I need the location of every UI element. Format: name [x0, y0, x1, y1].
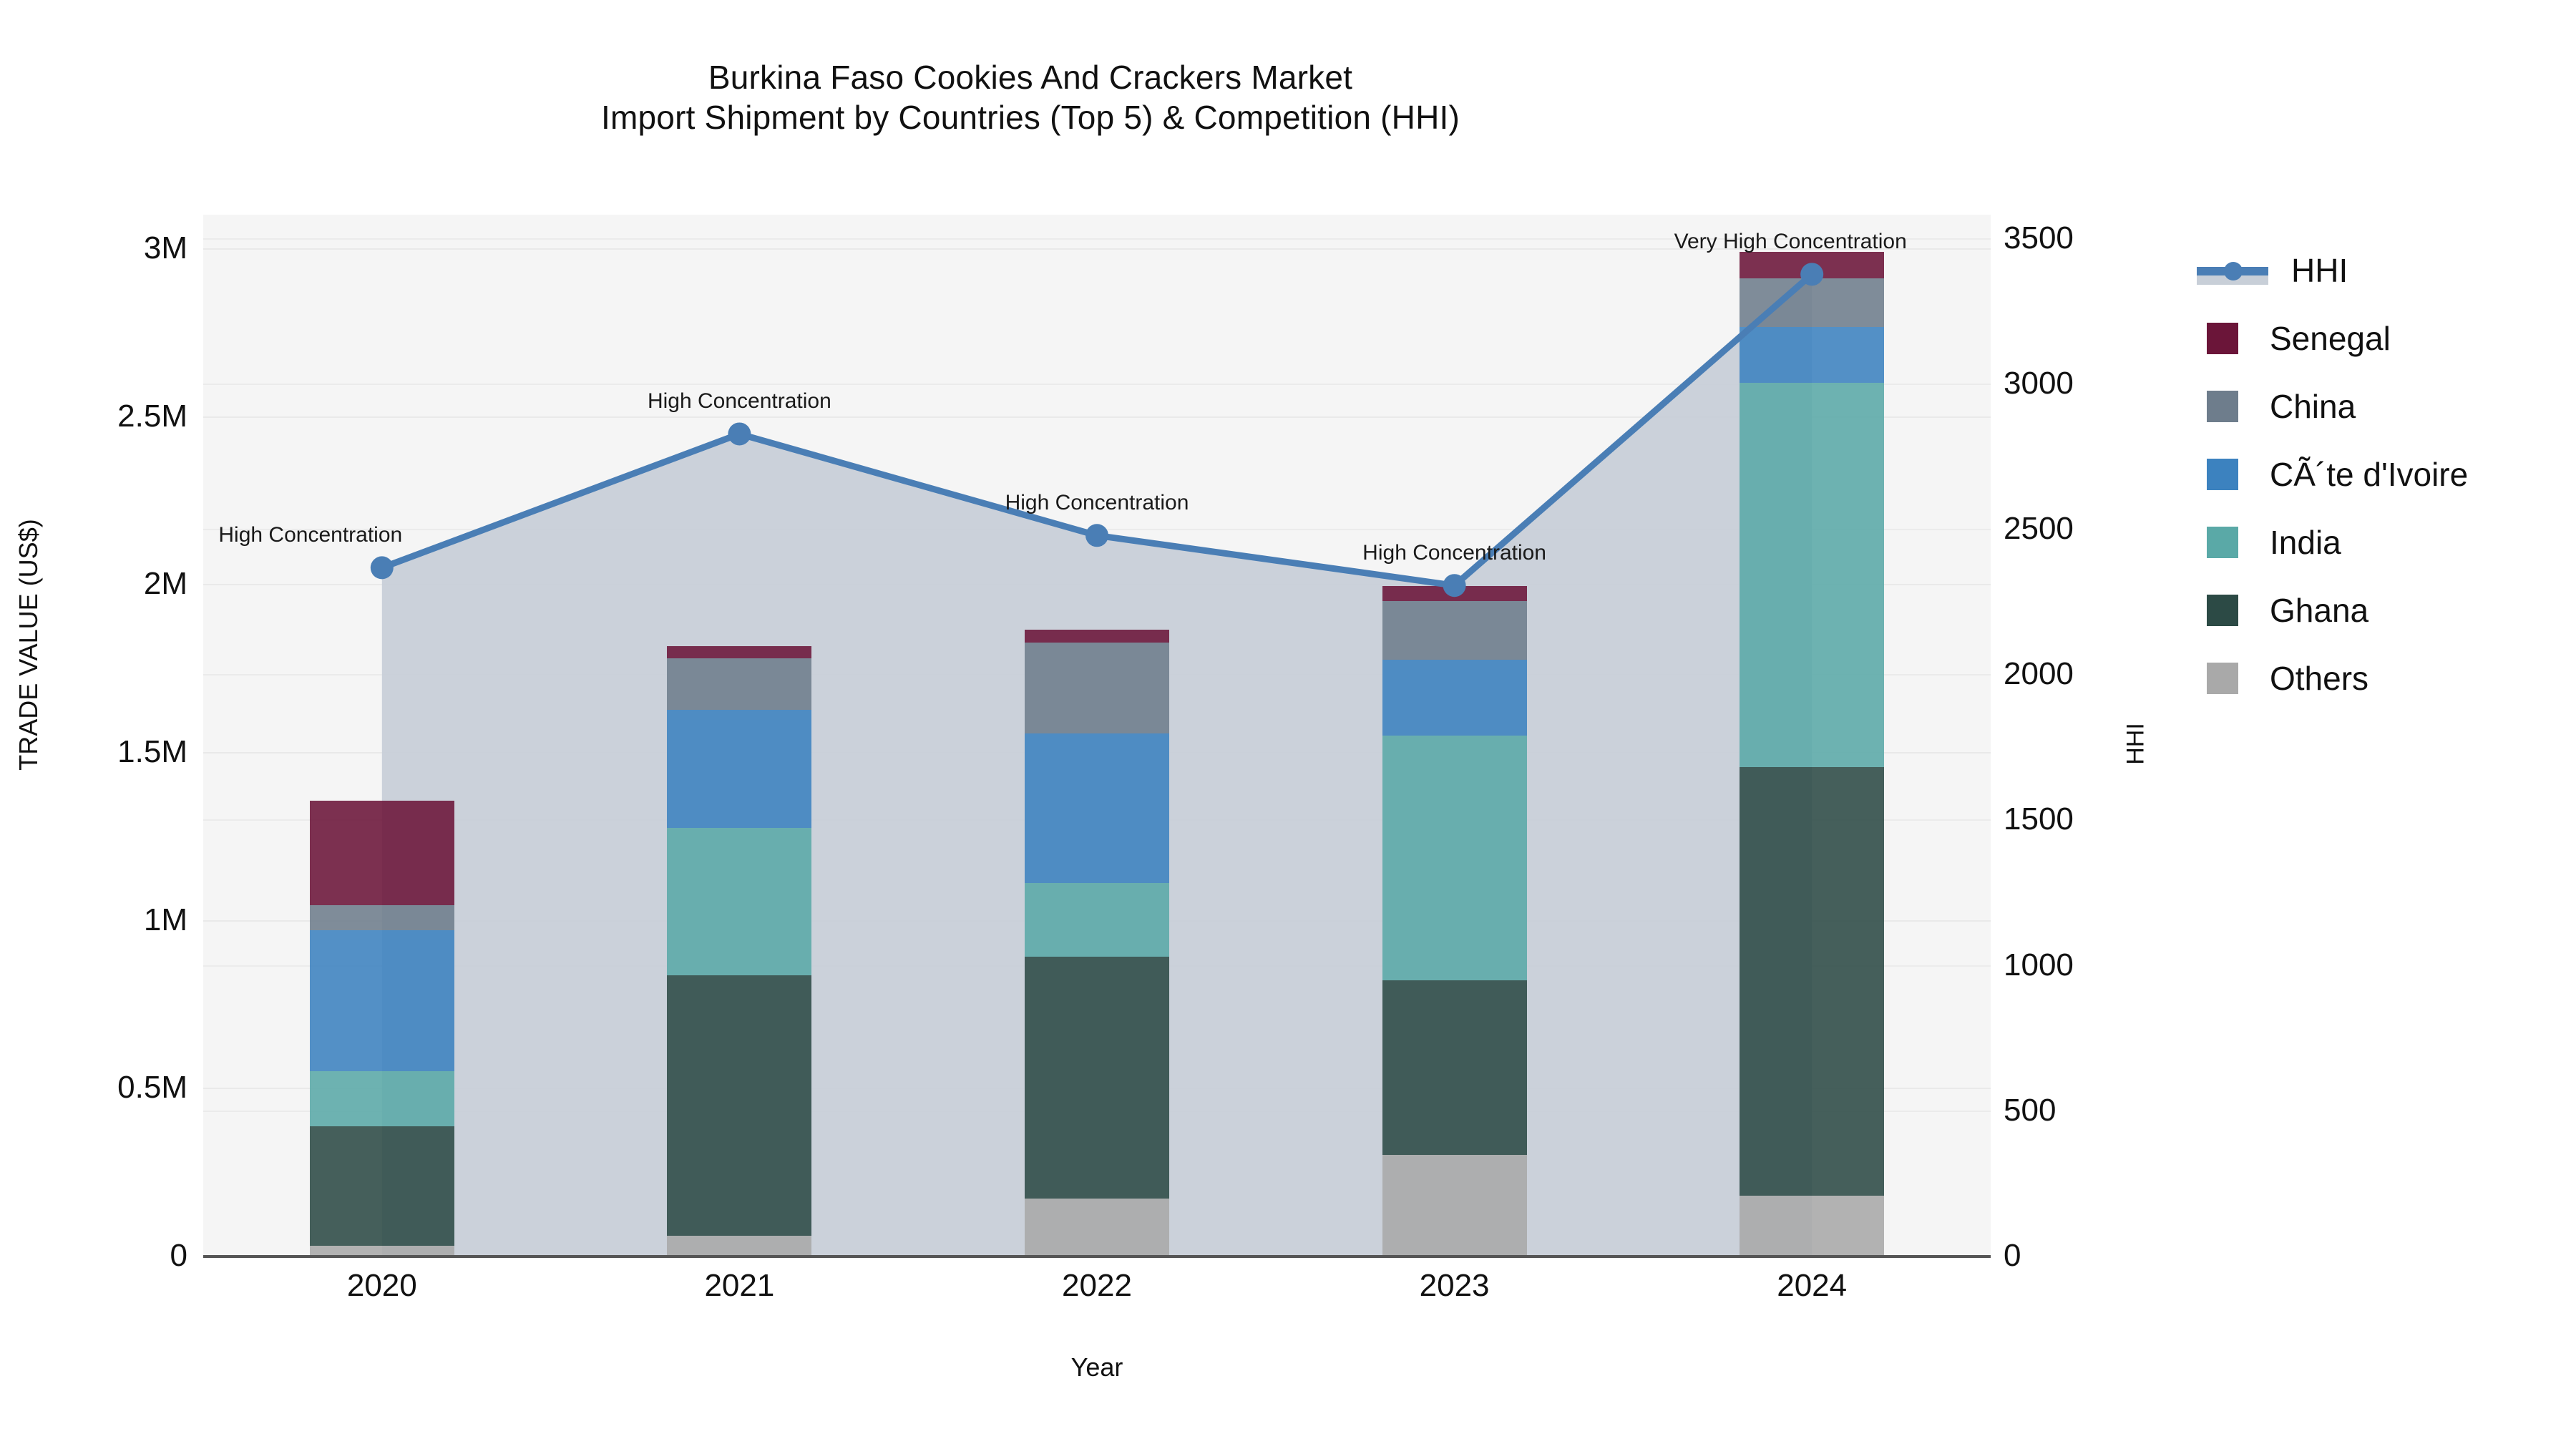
bar-segment[interactable] [1740, 327, 1885, 383]
bar-segment[interactable] [309, 904, 454, 930]
legend-swatch-icon [2207, 526, 2238, 558]
chart-title-line-1: Burkina Faso Cookies And Crackers Market [708, 59, 1353, 96]
y-axis-right-tick-label: 0 [2004, 1238, 2021, 1273]
legend-swatch-icon [2207, 322, 2238, 354]
legend-item-india[interactable]: India [2197, 508, 2569, 576]
bar-segment[interactable] [1025, 733, 1169, 884]
legend-item-label: Senegal [2270, 319, 2391, 357]
legend-swatch-icon [2207, 594, 2238, 626]
bar-segment[interactable] [667, 710, 812, 828]
x-axis-title: Year [1070, 1352, 1123, 1382]
bar-segment[interactable] [309, 1245, 454, 1256]
hhi-annotation: High Concentration [1005, 491, 1189, 515]
legend-item-senegal[interactable]: Senegal [2197, 304, 2569, 372]
y-axis-right-tick-label: 2000 [2004, 656, 2074, 692]
legend-item-china[interactable]: China [2197, 372, 2569, 440]
bar-segment[interactable] [1740, 767, 1885, 1196]
hhi-annotation: High Concentration [1362, 541, 1547, 565]
hhi-annotation: High Concentration [647, 389, 831, 414]
y-axis-left-tick-label: 2.5M [117, 398, 187, 434]
hhi-marker[interactable] [728, 422, 751, 446]
legend-item-c-te-d-ivoire[interactable]: CÃ´te d'Ivoire [2197, 440, 2569, 508]
x-axis-tick-label: 2023 [1419, 1268, 1490, 1303]
y-axis-right-tick-label: 3000 [2004, 365, 2074, 401]
x-axis-tick-label: 2020 [346, 1268, 417, 1303]
y-axis-left-ticks: 0 0.5M 1M 1.5M 2M 2.5M 3M [0, 0, 187, 1449]
bar-segment[interactable] [667, 975, 812, 1236]
legend: HHI Senegal China CÃ´te d'Ivoire India Ghana O… [2197, 236, 2569, 712]
legend-swatch-icon [2207, 390, 2238, 422]
bar-segment[interactable] [1740, 1195, 1885, 1256]
bar-stack-2021[interactable] [667, 215, 812, 1256]
hhi-annotation: Very High Concentration [1674, 230, 1907, 254]
y-axis-right-tick-label: 500 [2004, 1092, 2057, 1128]
chart-title: Burkina Faso Cookies And Crackers Market… [0, 57, 2061, 137]
y-axis-left-tick-label: 0 [170, 1238, 187, 1273]
bars-layer [203, 215, 1991, 1256]
bar-segment[interactable] [1382, 600, 1527, 660]
bar-segment[interactable] [1025, 643, 1169, 734]
bar-segment[interactable] [667, 827, 812, 976]
legend-item-ghana[interactable]: Ghana [2197, 576, 2569, 644]
bar-segment[interactable] [309, 930, 454, 1071]
y-axis-left-tick-label: 0.5M [117, 1070, 187, 1106]
bar-segment[interactable] [667, 646, 812, 658]
legend-swatch-icon [2207, 458, 2238, 490]
bar-segment[interactable] [1025, 1199, 1169, 1256]
hhi-line-legend-icon [2197, 255, 2268, 286]
bar-segment[interactable] [1025, 629, 1169, 643]
gridline-left [203, 416, 1991, 418]
y-axis-right-tick-label: 2500 [2004, 510, 2074, 546]
x-axis-line [203, 1255, 1991, 1258]
legend-item-others[interactable]: Others [2197, 644, 2569, 712]
hhi-annotation: High Concentration [218, 523, 403, 547]
legend-item-hhi[interactable]: HHI [2197, 236, 2569, 304]
legend-swatch-icon [2207, 662, 2238, 694]
gridline-right [203, 238, 1991, 240]
hhi-marker[interactable] [1085, 524, 1108, 547]
hhi-marker[interactable] [1800, 263, 1824, 286]
y-axis-left-tick-label: 3M [143, 230, 187, 265]
hhi-marker[interactable] [1443, 574, 1466, 597]
bar-segment[interactable] [1740, 382, 1885, 768]
bar-segment[interactable] [667, 1235, 812, 1256]
x-axis-tick-label: 2024 [1777, 1268, 1848, 1303]
y-axis-left-title: TRADE VALUE (US$) [14, 519, 43, 771]
bar-segment[interactable] [1382, 980, 1527, 1156]
bar-stack-2022[interactable] [1025, 215, 1169, 1256]
legend-item-label: Others [2270, 659, 2369, 697]
bar-segment[interactable] [309, 801, 454, 905]
legend-item-label: HHI [2291, 251, 2348, 289]
y-axis-right-tick-label: 1500 [2004, 801, 2074, 837]
x-axis-tick-label: 2022 [1062, 1268, 1132, 1303]
bar-segment[interactable] [309, 1126, 454, 1246]
hhi-line-series [370, 263, 1824, 597]
legend-item-label: China [2270, 387, 2356, 425]
y-axis-right-ticks: 0 500 1000 1500 2000 2500 3000 3500 [2004, 0, 2218, 1449]
bar-stack-2024[interactable] [1740, 215, 1885, 1256]
bar-stack-2020[interactable] [309, 215, 454, 1256]
chart-title-line-2: Import Shipment by Countries (Top 5) & C… [601, 99, 1460, 137]
bar-segment[interactable] [667, 658, 812, 711]
y-axis-left-tick-label: 1.5M [117, 733, 187, 769]
y-axis-right-tick-label: 3500 [2004, 220, 2074, 255]
y-axis-right-title: HHI [2122, 723, 2150, 765]
bar-segment[interactable] [309, 1070, 454, 1127]
bar-segment[interactable] [1382, 735, 1527, 981]
bar-segment[interactable] [1025, 883, 1169, 957]
y-axis-left-tick-label: 2M [143, 566, 187, 602]
bar-segment[interactable] [1382, 659, 1527, 736]
gridline-right [203, 383, 1991, 385]
bar-segment[interactable] [1382, 1155, 1527, 1256]
x-axis-tick-label: 2021 [704, 1268, 775, 1303]
gridline-left [203, 248, 1991, 250]
legend-item-label: Ghana [2270, 591, 2369, 629]
y-axis-left-tick-label: 1M [143, 902, 187, 937]
bar-segment[interactable] [1025, 957, 1169, 1199]
y-axis-right-tick-label: 1000 [2004, 947, 2074, 982]
hhi-marker[interactable] [370, 556, 394, 580]
legend-item-label: CÃ´te d'Ivoire [2270, 455, 2469, 493]
legend-item-label: India [2270, 523, 2341, 561]
